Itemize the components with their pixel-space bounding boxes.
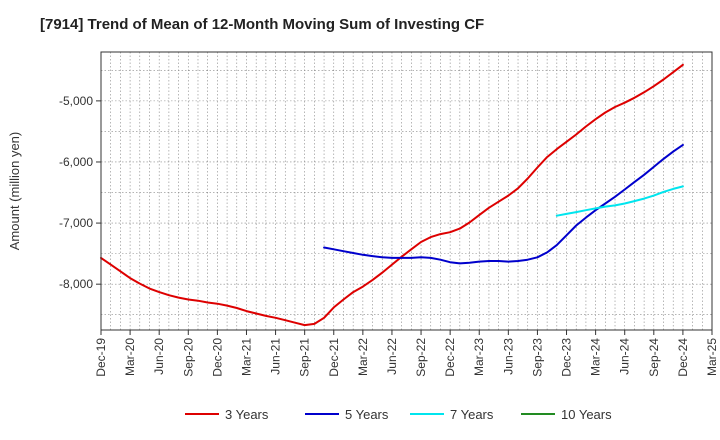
y-tick-label: -6,000 — [59, 155, 93, 169]
x-tick-label: Mar-22 — [356, 338, 370, 376]
legend: 3 Years 5 Years 7 Years 10 Years — [185, 407, 612, 422]
x-tick-label: Jun-24 — [618, 338, 632, 375]
series-line — [555, 185, 684, 217]
x-axis: Dec-19 Mar-20 Jun-20 Sep-20 Dec-20 Mar-21 Jun-… — [94, 330, 719, 377]
x-tick-label: Jun-23 — [501, 338, 515, 375]
x-tick-label: Jun-20 — [152, 338, 166, 375]
y-axis: -5,000 -6,000 -7,000 -8,000 — [59, 94, 101, 291]
x-tick-label: Sep-21 — [298, 338, 312, 377]
x-tick-label: Dec-23 — [560, 338, 574, 377]
plot-background — [101, 52, 712, 330]
x-tick-label: Mar-23 — [472, 338, 486, 376]
y-tick-label: -8,000 — [59, 277, 93, 291]
legend-label: 7 Years — [450, 407, 494, 422]
x-tick-label: Dec-21 — [327, 338, 341, 377]
x-tick-label: Mar-21 — [239, 338, 253, 376]
series-line — [100, 63, 684, 327]
legend-label: 3 Years — [225, 407, 269, 422]
x-tick-label: Mar-20 — [123, 338, 137, 376]
chart-title: [7914] Trend of Mean of 12-Month Moving … — [40, 16, 485, 33]
y-tick-label: -7,000 — [59, 216, 93, 230]
x-tick-label: Dec-20 — [210, 338, 224, 377]
x-tick-label: Sep-20 — [181, 338, 195, 377]
x-tick-label: Dec-19 — [94, 338, 108, 377]
series-lines — [100, 63, 684, 327]
x-tick-label: Sep-24 — [647, 338, 661, 377]
x-tick-label: Dec-24 — [676, 338, 690, 377]
legend-label: 5 Years — [345, 407, 389, 422]
legend-label: 10 Years — [561, 407, 612, 422]
y-tick-label: -5,000 — [59, 94, 93, 108]
plot-border — [100, 51, 713, 331]
y-axis-title: Amount (million yen) — [7, 132, 22, 251]
x-tick-label: Sep-22 — [414, 338, 428, 377]
x-tick-label: Mar-24 — [589, 338, 603, 376]
series-line — [323, 143, 684, 265]
x-tick-label: Mar-25 — [705, 338, 719, 376]
x-tick-label: Jun-21 — [269, 338, 283, 375]
x-tick-label: Sep-23 — [530, 338, 544, 377]
x-tick-label: Dec-22 — [443, 338, 457, 377]
x-tick-label: Jun-22 — [385, 338, 399, 375]
